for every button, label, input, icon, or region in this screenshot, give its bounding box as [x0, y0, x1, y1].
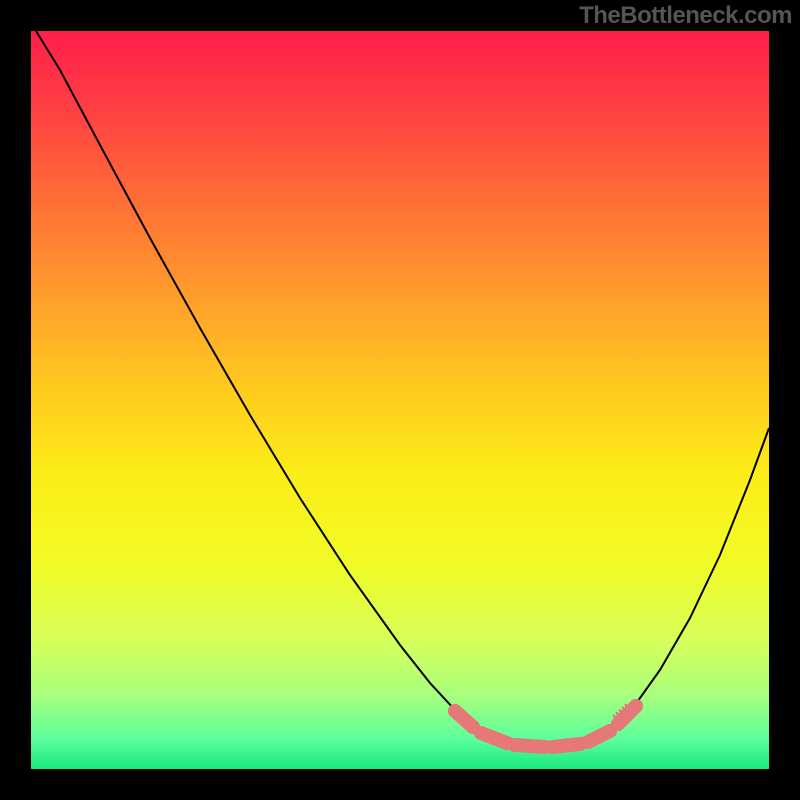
bottleneck-chart [0, 0, 800, 800]
chart-container: TheBottleneck.com [0, 0, 800, 800]
watermark-text: TheBottleneck.com [579, 2, 792, 30]
plot-background [31, 31, 769, 769]
